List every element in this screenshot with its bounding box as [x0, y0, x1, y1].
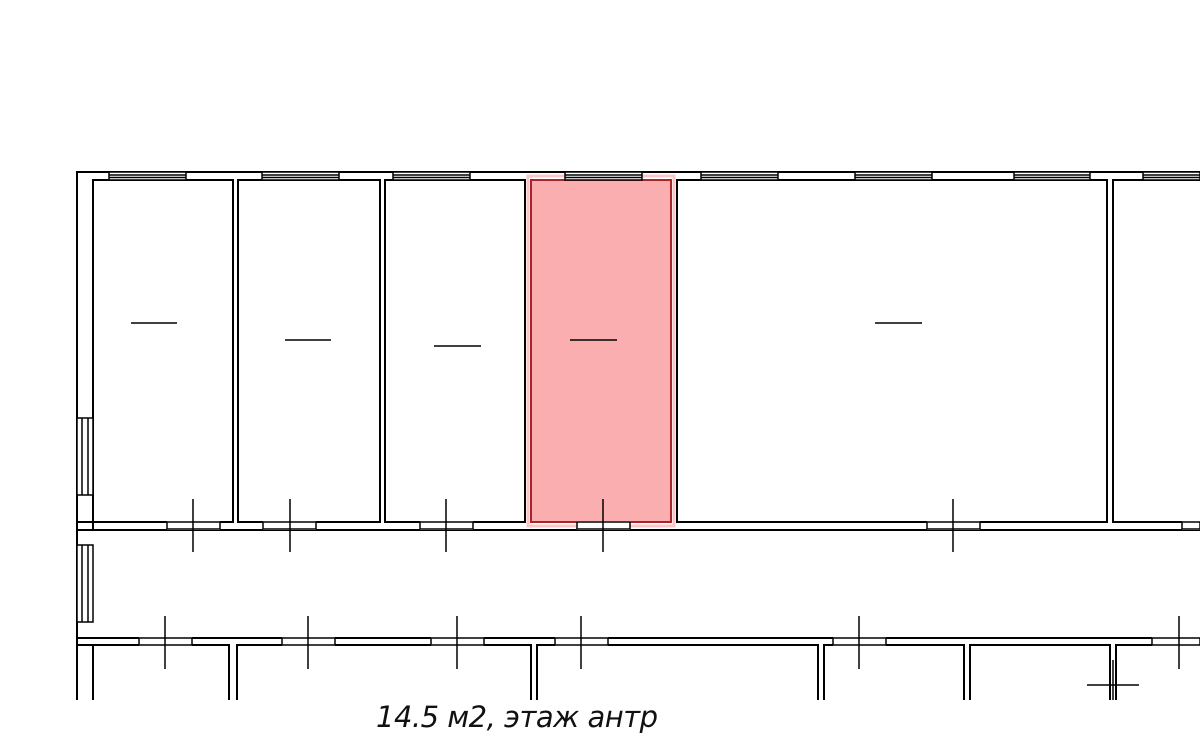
window	[700, 171, 779, 181]
room-4-highlighted[interactable]	[530, 179, 672, 523]
room-1	[92, 179, 234, 523]
room-6	[1112, 179, 1200, 523]
window	[564, 171, 643, 181]
room-caption: 14.5 м2, этаж антр	[376, 700, 658, 734]
bottom-rooms	[93, 644, 1200, 700]
window	[261, 171, 340, 181]
corridor	[93, 529, 1200, 639]
door-marks	[131, 322, 1200, 700]
window	[108, 171, 187, 181]
window	[392, 171, 471, 181]
outer-wall-top	[76, 171, 1200, 700]
doorway	[1152, 637, 1200, 646]
room-3	[384, 179, 526, 523]
window	[1013, 171, 1091, 181]
windows	[76, 171, 1200, 623]
doorway	[1182, 521, 1200, 530]
room-5	[676, 179, 1108, 523]
window	[854, 171, 933, 181]
window	[1142, 171, 1200, 181]
window	[76, 417, 94, 496]
window	[76, 544, 94, 623]
room-2	[237, 179, 381, 523]
